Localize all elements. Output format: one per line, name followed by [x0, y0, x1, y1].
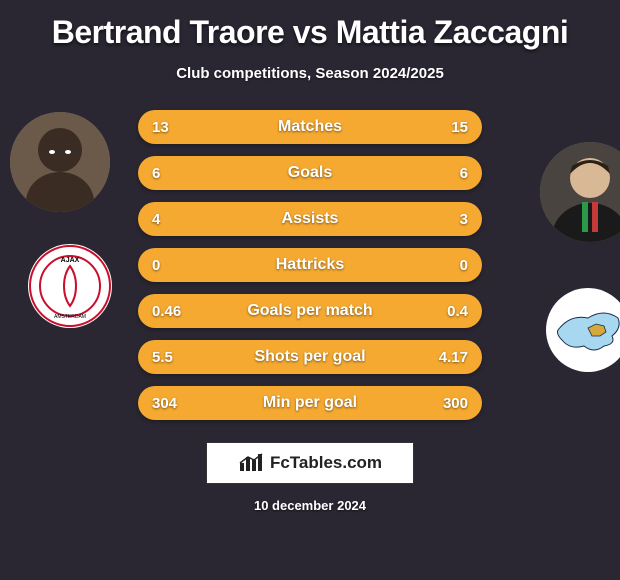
ajax-badge-icon: AJAX AMSTERDAM — [28, 244, 112, 328]
brand-badge: FcTables.com — [206, 442, 414, 484]
stat-row: 13 Matches 15 — [138, 110, 482, 144]
stats-list: 13 Matches 15 6 Goals 6 4 Assists 3 0 Ha… — [138, 108, 482, 420]
stat-right-value: 15 — [428, 119, 468, 136]
stat-left-value: 304 — [152, 395, 192, 412]
date-text: 10 december 2024 — [0, 498, 620, 513]
stat-left-value: 0.46 — [152, 303, 192, 320]
stat-row: 304 Min per goal 300 — [138, 386, 482, 420]
stat-row: 0.46 Goals per match 0.4 — [138, 294, 482, 328]
comparison-panel: AJAX AMSTERDAM 13 Matches 15 6 Goals 6 4… — [0, 108, 620, 428]
stat-right-value: 0.4 — [428, 303, 468, 320]
club-right-badge — [546, 288, 620, 372]
stat-left-value: 5.5 — [152, 349, 192, 366]
stat-row: 5.5 Shots per goal 4.17 — [138, 340, 482, 374]
player-right-avatar — [540, 142, 620, 242]
stat-row: 6 Goals 6 — [138, 156, 482, 190]
stat-right-value: 4.17 — [428, 349, 468, 366]
stat-row: 0 Hattricks 0 — [138, 248, 482, 282]
bar-chart-icon — [238, 453, 264, 473]
brand-text: FcTables.com — [270, 453, 382, 473]
svg-text:AMSTERDAM: AMSTERDAM — [54, 314, 86, 320]
stat-left-value: 13 — [152, 119, 192, 136]
player-left-avatar — [10, 112, 110, 212]
stat-left-value: 6 — [152, 165, 192, 182]
stat-right-value: 0 — [428, 257, 468, 274]
svg-text:AJAX: AJAX — [61, 257, 80, 264]
stat-left-value: 4 — [152, 211, 192, 228]
stat-right-value: 6 — [428, 165, 468, 182]
club-left-badge: AJAX AMSTERDAM — [28, 244, 112, 328]
avatar-placeholder-icon — [540, 142, 620, 242]
lazio-badge-icon — [546, 288, 620, 372]
stat-row: 4 Assists 3 — [138, 202, 482, 236]
subtitle: Club competitions, Season 2024/2025 — [0, 65, 620, 82]
avatar-placeholder-icon — [10, 112, 110, 212]
stat-right-value: 300 — [428, 395, 468, 412]
stat-left-value: 0 — [152, 257, 192, 274]
page-title: Bertrand Traore vs Mattia Zaccagni — [0, 0, 620, 51]
stat-right-value: 3 — [428, 211, 468, 228]
